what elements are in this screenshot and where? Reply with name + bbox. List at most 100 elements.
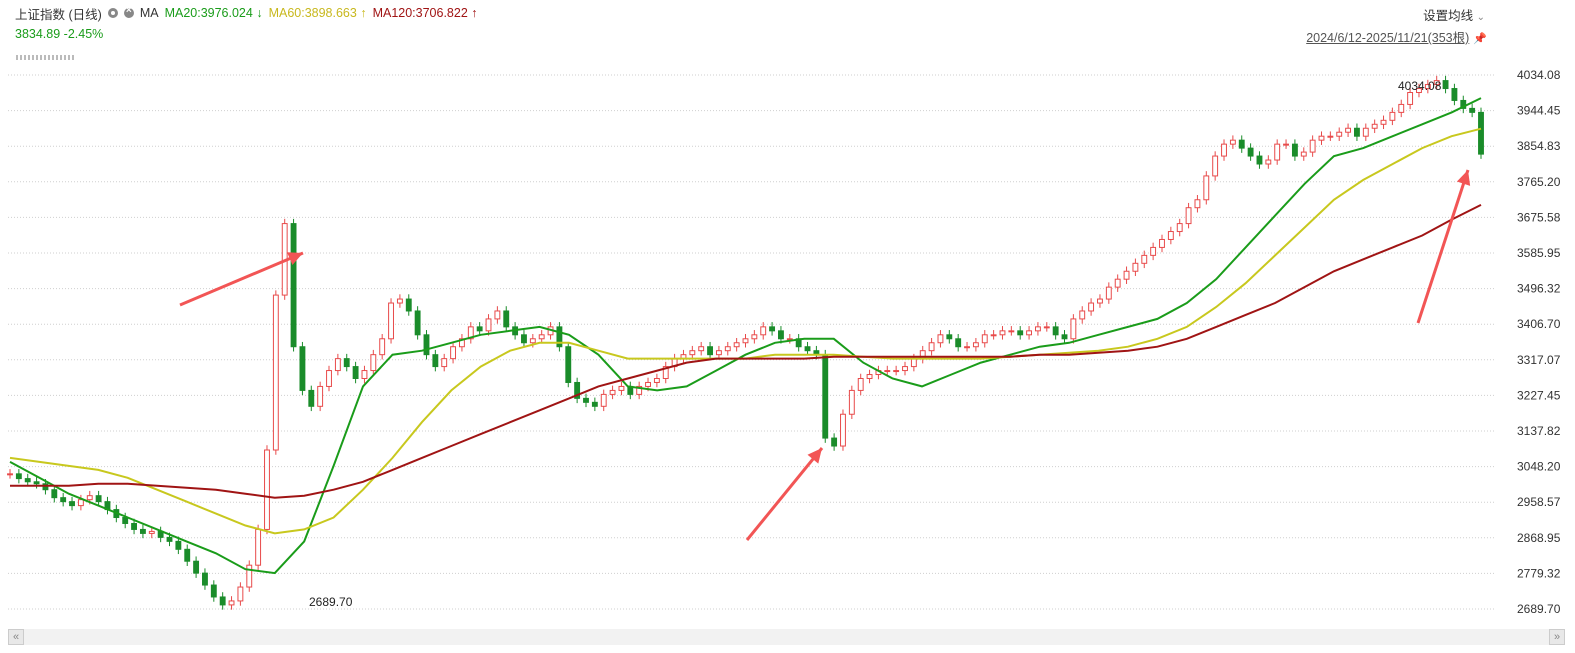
candle-body (1336, 131, 1343, 137)
scroll-right-button[interactable]: » (1549, 629, 1565, 645)
y-tick-label: 3585.95 (1517, 246, 1561, 260)
date-range-label: 2024/6/12-2025/11/21(353根) (1306, 31, 1470, 45)
candle-body (778, 330, 784, 340)
candle-body (343, 358, 350, 368)
candle-body (724, 346, 731, 352)
candle-body (964, 346, 970, 349)
candle-body (866, 374, 873, 379)
candle-body (326, 370, 332, 387)
candle-body (290, 223, 297, 348)
candle-body (521, 334, 527, 344)
candle-body (1052, 326, 1059, 336)
candle-body (529, 338, 536, 344)
candle-body (822, 354, 829, 439)
candle-body (255, 528, 262, 566)
candle-body (1150, 246, 1157, 256)
candle-body (1389, 111, 1396, 121)
candle-body (95, 495, 102, 503)
candle-body (893, 370, 900, 373)
candle-body (1026, 330, 1033, 336)
candle-body (237, 586, 244, 602)
ma60-legend: MA60:3898.663 ↑ (269, 6, 367, 20)
arrow-head-icon (1456, 170, 1471, 186)
candle-body (1469, 107, 1476, 113)
chart-header: 上证指数 (日线) MA MA20:3976.024 ↓ MA60:3898.6… (15, 5, 484, 22)
scroll-left-button[interactable]: « (8, 629, 24, 645)
close-icon[interactable] (123, 5, 134, 18)
candle-body (760, 326, 767, 336)
candle-body (1309, 139, 1316, 153)
candle-body (574, 381, 581, 399)
candle-body (1123, 270, 1130, 280)
y-tick-label: 3048.20 (1517, 460, 1561, 474)
candle-body (1291, 143, 1298, 157)
ma20-arrow-icon: ↓ (256, 6, 263, 20)
candle-body (910, 358, 917, 368)
candle-body (848, 389, 855, 415)
candle-body (884, 370, 891, 373)
candle-body (1451, 88, 1458, 101)
candle-body (946, 334, 953, 340)
price-change: 3834.89 -2.45% (15, 27, 104, 41)
candle-body (193, 560, 200, 574)
candle-body (662, 366, 669, 379)
max-price-label: 4034.08 (1398, 79, 1442, 93)
candle-body (1229, 139, 1236, 145)
y-tick-label: 3944.45 (1517, 104, 1561, 118)
candle-body (636, 385, 643, 395)
candle-body (414, 310, 421, 336)
candle-body (928, 342, 935, 352)
candle-body (1345, 127, 1352, 133)
candle-body (7, 473, 13, 476)
candle-body (42, 483, 49, 491)
chevron-down-icon: ⌄ (1476, 12, 1485, 23)
candle-body (77, 499, 84, 507)
candle-body (308, 389, 315, 407)
y-tick-label: 2779.32 (1517, 566, 1561, 580)
candle-body (653, 377, 660, 383)
candle-body (396, 298, 403, 304)
ma20-value: MA20:3976.024 (164, 6, 253, 20)
candle-body (609, 389, 616, 395)
ma20-legend: MA20:3976.024 ↓ (165, 6, 263, 20)
candle-body (1416, 88, 1422, 94)
candle-body (1256, 155, 1263, 165)
candle-body (317, 385, 324, 407)
candle-body (857, 377, 864, 391)
candle-body (299, 346, 306, 391)
candle-body (804, 346, 811, 352)
gear-icon[interactable] (107, 8, 118, 18)
candle-body (1371, 123, 1378, 129)
candle-body (86, 495, 93, 501)
scrollbar[interactable] (8, 629, 1565, 645)
min-price-label: 2689.70 (309, 595, 353, 609)
candle-body (69, 501, 75, 507)
candle-body (246, 564, 253, 588)
candle-body (1318, 135, 1325, 141)
annotation-arrow (179, 251, 304, 307)
candle-body (715, 350, 722, 356)
candle-body (538, 334, 545, 340)
y-tick-label: 3765.20 (1517, 175, 1561, 189)
candle-body (1061, 334, 1068, 340)
drag-handle[interactable] (16, 55, 74, 60)
ma-line-ma60 (9, 127, 1482, 535)
candle-body (1097, 298, 1103, 304)
candle-body (698, 346, 705, 352)
date-range[interactable]: 2024/6/12-2025/11/21(353根) 📌 (1306, 27, 1487, 46)
candle-body (264, 449, 270, 530)
candle-body (210, 584, 217, 598)
y-tick-label: 2868.95 (1517, 531, 1561, 545)
candle-body (1194, 199, 1201, 209)
candle-body (423, 334, 430, 356)
pin-icon[interactable]: 📌 (1473, 33, 1487, 45)
candle-body (334, 358, 341, 372)
candle-body (1105, 286, 1112, 300)
candle-body (1424, 84, 1431, 90)
candle-body (769, 326, 776, 332)
candle-body (565, 346, 572, 383)
set-ma-button[interactable]: 设置均线 ⌄ (1423, 5, 1485, 24)
candle-body (1203, 175, 1210, 201)
y-tick-label: 3137.82 (1517, 424, 1561, 438)
